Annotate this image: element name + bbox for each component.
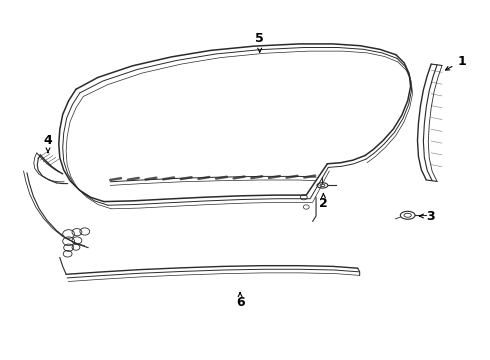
Text: 6: 6 xyxy=(236,293,245,309)
Text: 3: 3 xyxy=(419,210,435,222)
Text: 1: 1 xyxy=(445,55,466,70)
Text: 2: 2 xyxy=(319,194,328,210)
Text: 5: 5 xyxy=(255,32,264,52)
Text: 4: 4 xyxy=(44,134,52,153)
